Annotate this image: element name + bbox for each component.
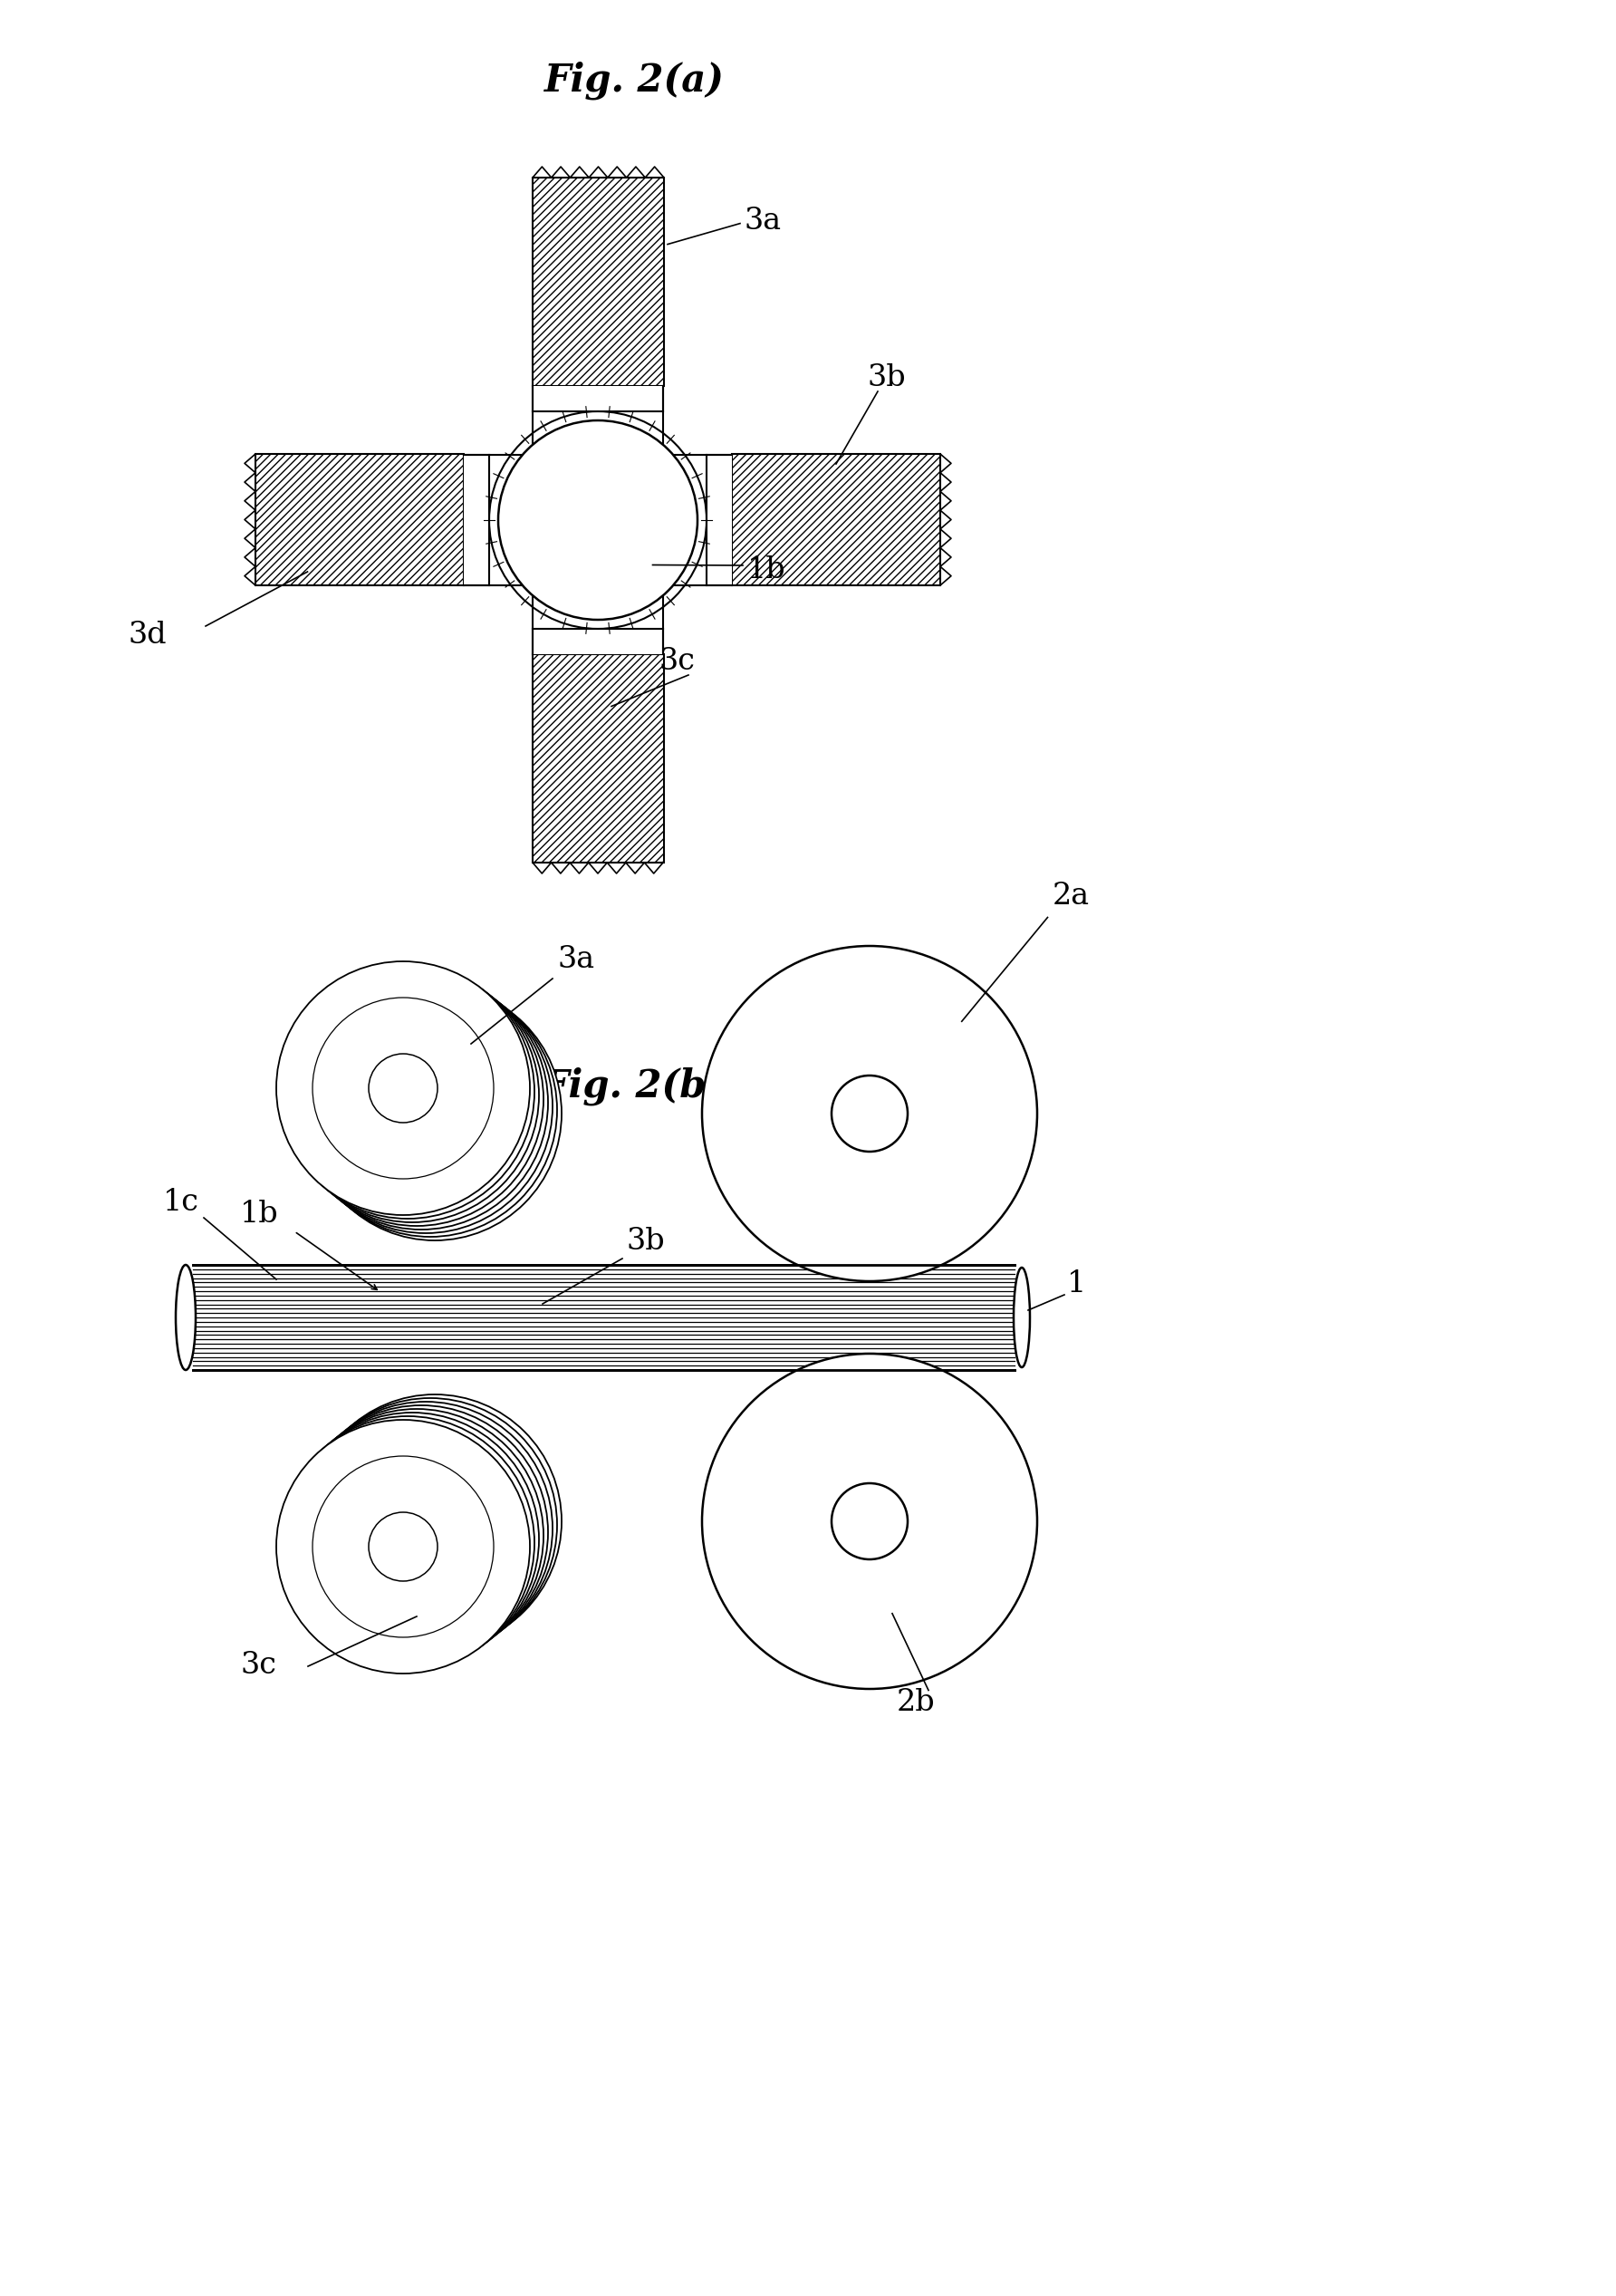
Circle shape [276, 962, 530, 1215]
Circle shape [832, 1483, 908, 1559]
Circle shape [498, 420, 698, 620]
Text: 3b: 3b [627, 1226, 666, 1256]
Circle shape [317, 1001, 498, 1182]
Circle shape [335, 1437, 517, 1619]
Circle shape [378, 1504, 446, 1573]
Circle shape [368, 1513, 438, 1582]
Circle shape [281, 1417, 535, 1669]
Circle shape [396, 1075, 465, 1143]
Circle shape [701, 946, 1037, 1281]
Circle shape [294, 1405, 548, 1660]
Text: 3c: 3c [241, 1651, 276, 1681]
Circle shape [368, 1054, 438, 1123]
Circle shape [294, 976, 548, 1231]
Circle shape [331, 1442, 512, 1623]
Circle shape [832, 1075, 908, 1153]
Bar [255, 455, 464, 585]
Bar [533, 654, 664, 863]
Text: 3b: 3b [868, 363, 907, 393]
Circle shape [286, 969, 540, 1221]
Bar [464, 455, 490, 585]
Circle shape [373, 1058, 443, 1127]
Circle shape [322, 1006, 503, 1187]
Bar [706, 455, 732, 585]
Text: 3c: 3c [659, 647, 695, 677]
Circle shape [344, 1430, 525, 1612]
Circle shape [304, 1398, 558, 1651]
Circle shape [344, 1024, 525, 1203]
Circle shape [299, 980, 553, 1233]
Circle shape [322, 1449, 503, 1630]
Circle shape [309, 987, 562, 1240]
Circle shape [289, 1410, 543, 1662]
Circle shape [339, 1019, 520, 1201]
Text: Fig. 2(a): Fig. 2(a) [545, 62, 724, 101]
Circle shape [326, 1444, 507, 1626]
Circle shape [386, 1068, 456, 1137]
Circle shape [326, 1008, 507, 1189]
Circle shape [396, 1490, 465, 1559]
Circle shape [312, 996, 493, 1178]
Text: 3a: 3a [558, 946, 595, 974]
Circle shape [281, 964, 535, 1219]
Circle shape [312, 1456, 493, 1637]
Circle shape [317, 1453, 498, 1635]
Circle shape [383, 1502, 451, 1570]
Circle shape [386, 1497, 456, 1566]
Text: 1: 1 [1067, 1270, 1086, 1300]
Circle shape [335, 1015, 517, 1196]
Circle shape [383, 1065, 451, 1134]
Text: 2a: 2a [1052, 882, 1089, 909]
Circle shape [701, 1355, 1037, 1690]
Circle shape [331, 1013, 512, 1194]
Circle shape [391, 1495, 461, 1564]
Text: 2b: 2b [897, 1688, 936, 1717]
Ellipse shape [176, 1265, 196, 1371]
Text: 3a: 3a [745, 207, 782, 236]
Circle shape [339, 1435, 520, 1616]
Circle shape [276, 1419, 530, 1674]
Text: 1c: 1c [163, 1187, 199, 1217]
Circle shape [378, 1061, 446, 1130]
Bar [533, 629, 664, 654]
Circle shape [286, 1412, 540, 1667]
Bar [533, 386, 664, 411]
Circle shape [309, 1394, 562, 1649]
Circle shape [401, 1488, 469, 1557]
Text: Fig. 2(b): Fig. 2(b) [543, 1068, 726, 1107]
Text: 3d: 3d [129, 620, 166, 650]
Text: 1b: 1b [241, 1199, 278, 1228]
Circle shape [391, 1072, 461, 1141]
Bar [732, 455, 941, 585]
Circle shape [289, 971, 543, 1226]
Circle shape [299, 1401, 553, 1655]
Circle shape [373, 1508, 443, 1577]
Text: 1b: 1b [747, 556, 785, 585]
Bar [533, 177, 664, 386]
Circle shape [304, 983, 558, 1238]
Ellipse shape [1013, 1267, 1029, 1368]
Circle shape [401, 1079, 469, 1148]
